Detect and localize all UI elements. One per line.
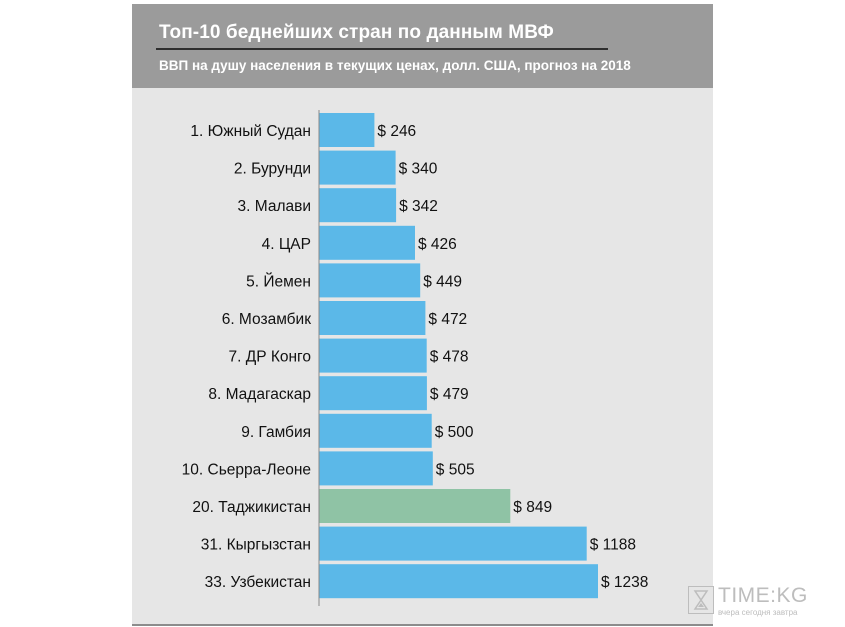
value-label: $ 472	[428, 311, 467, 328]
bar	[319, 225, 415, 260]
value-label: $ 479	[430, 386, 469, 403]
value-label: $ 500	[435, 424, 474, 441]
chart-header: Топ-10 беднейших стран по данным МВФ ВВП…	[132, 4, 713, 88]
bar	[319, 263, 421, 298]
hourglass-icon	[688, 586, 714, 614]
category-label: 5. Йемен	[246, 272, 311, 290]
category-label: 4. ЦАР	[262, 236, 311, 253]
category-label: 20. Таджикистан	[192, 499, 311, 516]
value-label: $ 478	[430, 349, 469, 366]
bar	[319, 113, 375, 147]
category-label: 9. Гамбия	[241, 424, 311, 441]
watermark-brand: TIME:KG	[718, 584, 808, 607]
watermark-tagline: вчера сегодня завтра	[718, 608, 798, 617]
category-label: 6. Мозамбик	[222, 311, 312, 328]
category-label: 10. Сьерра-Леоне	[182, 461, 311, 478]
bar	[319, 413, 432, 448]
chart-subtitle: ВВП на душу населения в текущих ценах, д…	[159, 58, 631, 73]
category-label: 7. ДР Конго	[228, 349, 311, 366]
bar	[319, 376, 427, 411]
category-label: 1. Южный Судан	[190, 123, 311, 140]
bar	[319, 188, 397, 223]
value-label: $ 1188	[590, 537, 636, 554]
value-label: $ 849	[513, 499, 552, 516]
category-label: 2. Бурунди	[234, 161, 311, 178]
value-label: $ 505	[436, 461, 475, 478]
bar-chart: 1. Южный Судан $ 246 2. Бурунди $ 340 3. Мал…	[182, 110, 648, 606]
category-label: 8. Мадагаскар	[208, 386, 311, 403]
bar	[319, 301, 426, 335]
bar	[319, 338, 427, 373]
bar	[319, 451, 433, 486]
chart-title: Топ-10 беднейших стран по данным МВФ	[159, 22, 554, 43]
value-label: $ 1238	[601, 574, 648, 591]
value-label: $ 246	[377, 123, 416, 140]
watermark: TIME:KG вчера сегодня завтра	[688, 584, 838, 618]
bar	[319, 150, 396, 185]
category-label: 33. Узбекистан	[205, 574, 311, 591]
bar	[319, 564, 598, 599]
chart-card: Топ-10 беднейших стран по данным МВФ ВВП…	[132, 4, 713, 626]
value-label: $ 340	[399, 161, 438, 178]
category-label: 31. Кыргызстан	[201, 537, 311, 554]
category-label: 3. Малави	[238, 198, 312, 215]
value-label: $ 426	[418, 236, 457, 253]
value-label: $ 342	[399, 198, 438, 215]
card-bottom-rule	[132, 624, 713, 626]
bar	[319, 489, 511, 523]
value-label: $ 449	[423, 273, 462, 290]
bar	[319, 526, 587, 561]
title-underline	[156, 48, 608, 50]
